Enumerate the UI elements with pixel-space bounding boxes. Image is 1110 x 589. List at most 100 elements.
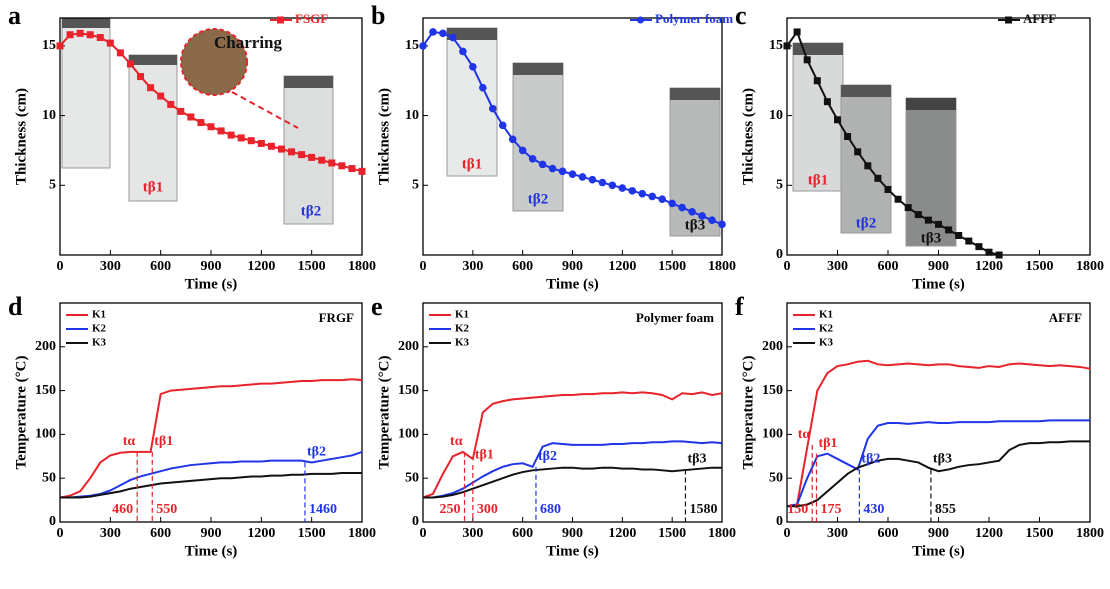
marker [803, 56, 811, 64]
photo-label: tβ1 [808, 172, 828, 188]
photo-label: tβ2 [528, 191, 548, 207]
x-tick-label: 600 [512, 526, 533, 541]
photo [61, 17, 111, 169]
marker [498, 121, 507, 130]
x-axis-label: Time (s) [185, 543, 238, 559]
marker [479, 83, 487, 92]
marker [277, 145, 285, 153]
series-line [59, 378, 363, 499]
annotation-value: 300 [477, 502, 498, 517]
x-tick-label: 900 [201, 526, 222, 541]
marker [328, 159, 336, 167]
marker [793, 28, 801, 36]
annotation-value: 1460 [309, 502, 337, 517]
marker [177, 107, 185, 115]
marker [439, 29, 447, 38]
panel-label: d [8, 292, 23, 321]
series-line [423, 466, 722, 499]
marker [257, 139, 265, 147]
marker [823, 98, 831, 106]
y-tick-label: 50 [405, 470, 419, 485]
y-axis-label: Temperature (°C) [740, 356, 756, 470]
x-axis-label: Time (s) [546, 543, 599, 559]
y-tick-label: 100 [398, 427, 419, 442]
photo-label: tβ1 [143, 179, 163, 195]
marker [518, 146, 527, 155]
series-line [786, 419, 1090, 508]
y-tick-label: 50 [42, 470, 56, 485]
marker [96, 34, 104, 42]
marker [86, 31, 94, 39]
x-tick-label: 0 [57, 526, 64, 541]
x-tick-label: 300 [100, 259, 121, 274]
y-tick-label: 50 [769, 470, 783, 485]
marker [147, 84, 155, 92]
marker [157, 92, 165, 100]
y-axis-label: Temperature (°C) [13, 356, 29, 470]
x-tick-label: 300 [827, 259, 848, 274]
x-tick-label: 900 [928, 526, 949, 541]
annotation-value: 150 [787, 502, 808, 517]
photo-label: tβ2 [301, 203, 321, 219]
x-tick-label: 0 [420, 526, 427, 541]
marker [217, 127, 225, 135]
x-tick-label: 1200 [975, 259, 1003, 274]
x-tick-label: 600 [512, 259, 533, 274]
annotation-label: tβ2 [307, 445, 326, 460]
x-tick-label: 1500 [1026, 259, 1054, 274]
legend-label: K1 [819, 309, 833, 321]
legend-label: K3 [92, 337, 107, 349]
annotation-label: tα [450, 434, 463, 449]
marker [648, 192, 657, 201]
panel-label: e [371, 292, 383, 321]
photo [513, 63, 563, 75]
photo [905, 97, 957, 247]
panel-label: f [735, 292, 744, 321]
annotation-label: tα [798, 427, 811, 442]
marker [237, 134, 245, 142]
legend-label: K1 [455, 309, 469, 321]
marker [508, 135, 517, 144]
y-tick-label: 200 [398, 339, 419, 354]
x-tick-label: 300 [827, 526, 848, 541]
marker [578, 173, 587, 181]
y-axis-label: Thickness (cm) [740, 88, 756, 185]
x-tick-label: 0 [57, 259, 64, 274]
marker [658, 195, 666, 204]
x-tick-label: 600 [150, 526, 171, 541]
marker [618, 184, 627, 192]
photo [447, 28, 497, 40]
x-tick-label: 1200 [608, 259, 636, 274]
y-tick-label: 15 [405, 38, 419, 53]
marker [995, 251, 1003, 259]
marker [945, 226, 953, 234]
marker [975, 243, 983, 251]
series-line [423, 440, 723, 499]
x-tick-label: 900 [928, 259, 949, 274]
marker [419, 42, 427, 50]
marker [298, 151, 306, 159]
marker [638, 189, 647, 198]
annotation-label: tβ2 [538, 449, 557, 464]
y-tick-label: 200 [762, 339, 783, 354]
y-tick-label: 0 [412, 514, 419, 529]
x-tick-label: 0 [784, 526, 791, 541]
y-tick-label: 5 [412, 178, 419, 193]
marker [598, 178, 607, 187]
marker [187, 113, 195, 121]
x-tick-label: 1800 [1076, 259, 1104, 274]
marker [126, 60, 134, 68]
marker [894, 195, 902, 203]
panel-label: b [371, 1, 385, 30]
marker [813, 77, 821, 85]
x-tick-label: 900 [562, 259, 583, 274]
y-tick-label: 0 [49, 514, 56, 529]
photo [128, 54, 178, 202]
marker [698, 212, 706, 220]
photo-label: Charring [214, 33, 283, 52]
annotation-label: tβ3 [687, 452, 706, 467]
legend-label: K1 [92, 309, 106, 321]
marker [459, 47, 467, 56]
annotation-value: 855 [935, 502, 956, 517]
